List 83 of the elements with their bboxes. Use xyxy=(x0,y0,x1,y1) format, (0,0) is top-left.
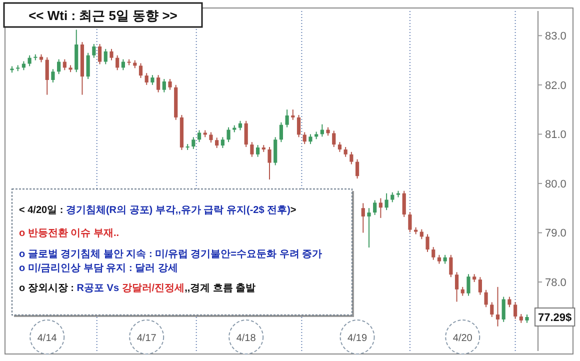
candlestick xyxy=(57,58,61,75)
candlestick xyxy=(121,58,125,71)
candlestick xyxy=(508,296,512,308)
candlestick xyxy=(220,136,224,148)
x-tick-label: 4/20 xyxy=(452,333,473,344)
candlestick xyxy=(226,126,230,143)
annotation: R공포 Vs xyxy=(76,283,122,294)
x-tick-label: 4/17 xyxy=(136,333,157,344)
candlestick xyxy=(426,234,430,252)
candlestick xyxy=(502,296,506,322)
y-tick-label: 78.0 xyxy=(545,277,566,290)
annotation: 경기침체(R의 공포) 부각,,유가 급락 유지(-2$ 전후) xyxy=(66,205,290,216)
candlestick xyxy=(138,62,143,79)
candlestick xyxy=(45,56,49,96)
annotation: o 미/금리인상 부담 유지 : 달러 강세 xyxy=(19,263,178,274)
candlestick xyxy=(373,200,377,216)
candlestick xyxy=(361,202,365,234)
candlestick xyxy=(98,44,102,65)
candlestick xyxy=(478,276,482,296)
candlestick xyxy=(344,146,348,158)
y-tick-label: 83.0 xyxy=(545,30,566,43)
candlestick xyxy=(156,74,160,93)
candlestick xyxy=(215,137,219,148)
candlestick xyxy=(268,146,272,180)
candlestick xyxy=(168,78,172,90)
candlestick xyxy=(496,286,500,327)
candlestick xyxy=(110,48,114,61)
annotation: 강달러/진정세 xyxy=(122,283,185,294)
candlestick xyxy=(355,158,360,180)
candlestick xyxy=(466,274,470,296)
chart-title: << Wti : 최근 5일 동향 >> xyxy=(28,8,178,23)
candlestick xyxy=(86,52,90,80)
candlestick xyxy=(197,130,202,143)
candlestick xyxy=(92,44,96,58)
candlestick xyxy=(116,54,120,71)
annotation: < 4/20일 : xyxy=(19,205,66,216)
candlestick xyxy=(408,212,412,233)
candlestick xyxy=(449,254,453,278)
candlestick xyxy=(296,114,301,138)
candlestick xyxy=(285,109,289,128)
candlestick xyxy=(367,208,371,248)
candlestick xyxy=(454,272,459,302)
annotation: o 장외시장 : xyxy=(19,283,77,294)
x-tick-label: 4/18 xyxy=(236,333,256,344)
annotation: o 반등전환 이슈 부재.. xyxy=(19,228,120,239)
candlestick xyxy=(484,289,488,308)
annotation: > xyxy=(290,205,296,216)
candlestick xyxy=(238,120,242,131)
candlestick xyxy=(51,68,55,83)
candlestick xyxy=(256,144,260,158)
candlestick xyxy=(104,48,108,65)
candlestick xyxy=(144,72,148,86)
candlestick xyxy=(150,74,154,86)
candlestick xyxy=(384,192,388,211)
candlestick xyxy=(192,136,196,150)
candlestick xyxy=(302,132,306,145)
candlestick xyxy=(162,78,166,93)
candlestick xyxy=(378,198,382,218)
candlestick xyxy=(62,58,66,71)
candlestick xyxy=(244,120,248,148)
candlestick xyxy=(513,302,518,320)
candlestick xyxy=(209,132,213,144)
candlestick xyxy=(332,130,336,148)
y-tick-label: 81.0 xyxy=(545,129,566,142)
y-tick-label: 79.0 xyxy=(545,228,566,240)
candlestick xyxy=(291,109,295,120)
candlestick xyxy=(402,190,406,218)
annotation: ,,경계 흐름 출발 xyxy=(184,283,256,294)
candlestick xyxy=(279,122,284,143)
candlestick xyxy=(350,151,354,165)
candlestick xyxy=(28,54,32,67)
candlestick xyxy=(490,302,494,318)
candlestick xyxy=(338,142,342,152)
y-tick-label: 80.0 xyxy=(545,178,566,190)
annotation: o 글로벌 경기침체 불안 지속 : 미/유럽 경기불안=수요둔화 우려 증가 xyxy=(19,249,322,260)
x-tick-label: 4/19 xyxy=(348,333,368,344)
candlestick xyxy=(274,136,278,166)
x-tick-label: 4/14 xyxy=(37,333,58,344)
text: 77.29$ xyxy=(538,312,572,324)
candlestick xyxy=(432,246,436,260)
candlestick xyxy=(250,142,254,158)
candlestick xyxy=(308,134,312,145)
y-tick-label: 82.0 xyxy=(545,80,566,92)
